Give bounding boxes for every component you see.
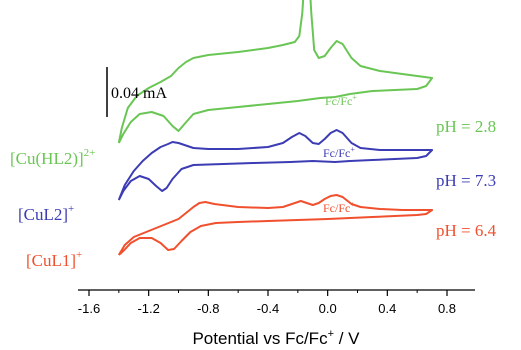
x-tick-label: -1.6 — [78, 301, 100, 316]
x-tick-label: 0.8 — [438, 301, 456, 316]
x-tick-label: 0.4 — [378, 301, 396, 316]
curves-layer — [117, 0, 434, 256]
x-tick-label: -0.8 — [197, 301, 219, 316]
fc-peak-label-red: Fc/Fc+ — [323, 200, 355, 215]
fc-peak-label-green: Fc/Fc+ — [325, 93, 357, 108]
x-tick-label: -1.2 — [137, 301, 159, 316]
x-tick-label: -0.4 — [257, 301, 279, 316]
compound-label-cu-hl2: [Cu(HL2)]2+ — [10, 147, 95, 168]
scale-bar: 0.04 mA — [106, 67, 167, 117]
fc-peak-label-blue: Fc/Fc+ — [323, 145, 355, 160]
x-axis: -1.6 -1.2 -0.8 -0.4 0.0 0.4 0.8 — [78, 289, 475, 316]
cv-curve-series-1 — [117, 129, 434, 201]
x-tick-label: 0.0 — [319, 301, 337, 316]
scale-bar-label: 0.04 mA — [111, 85, 167, 102]
ph-label-6-4: pH = 6.4 — [436, 221, 497, 240]
compound-label-cul1: [CuL1]+ — [26, 249, 82, 270]
ph-label-2-8: pH = 2.8 — [436, 117, 496, 136]
compound-label-cul2: [CuL2]+ — [18, 203, 74, 224]
series-labels: [Cu(HL2)]2+ pH = 2.8 Fc/Fc+ [CuL2]+ pH =… — [10, 93, 497, 270]
cv-curve-series-2 — [117, 194, 434, 256]
ph-label-7-3: pH = 7.3 — [436, 171, 496, 190]
x-axis-label: Potential vs Fc/Fc+ / V — [192, 328, 360, 348]
cv-curve-series-0 — [117, 0, 434, 144]
